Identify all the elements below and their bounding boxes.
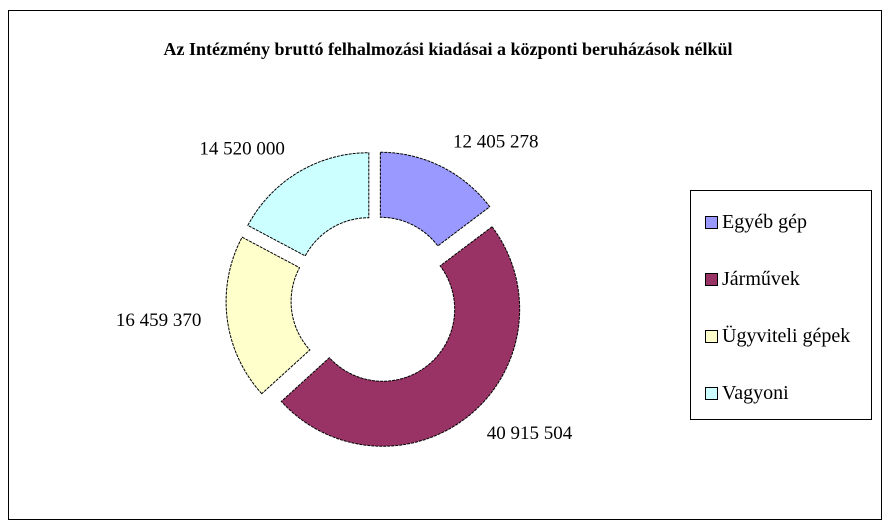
legend-swatch — [705, 387, 718, 400]
data-label: 16 459 370 — [116, 310, 202, 331]
legend-item: Egyéb gép — [705, 211, 865, 268]
donut-slice — [379, 151, 491, 247]
legend-item: Vagyoni — [705, 382, 865, 439]
data-label: 12 405 278 — [453, 132, 539, 153]
legend: Egyéb gép Járművek Ügyviteli gépek Vagyoni — [690, 190, 872, 420]
chart-title: Az Intézmény bruttó felhalmozási kiadása… — [163, 39, 733, 59]
legend-item: Ügyviteli gépek — [705, 325, 865, 382]
legend-label: Ügyviteli gépek — [722, 325, 851, 347]
legend-swatch — [705, 216, 718, 229]
legend-item: Járművek — [705, 268, 865, 325]
legend-label: Vagyoni — [722, 382, 789, 404]
donut-slice — [225, 236, 311, 395]
data-label: 14 520 000 — [199, 138, 285, 159]
donut-slice — [280, 226, 521, 447]
data-label: 40 915 504 — [487, 423, 573, 444]
legend-swatch — [705, 330, 718, 343]
legend-label: Járművek — [722, 268, 800, 290]
legend-label: Egyéb gép — [722, 211, 807, 233]
legend-swatch — [705, 273, 718, 286]
donut-slice — [247, 152, 370, 257]
